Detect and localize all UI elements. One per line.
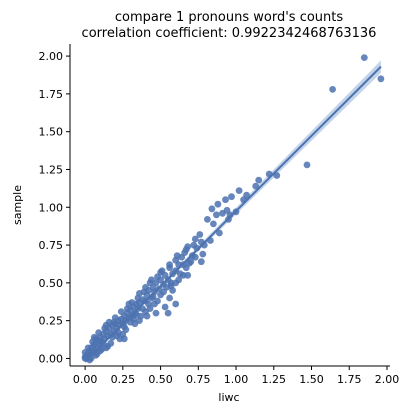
x-tick-label: 0.25 bbox=[111, 373, 136, 386]
data-point bbox=[219, 209, 226, 217]
y-tick-label: 1.25 bbox=[39, 163, 64, 176]
data-point bbox=[163, 284, 171, 291]
data-point bbox=[169, 287, 177, 294]
data-point bbox=[210, 220, 217, 228]
x-tick-label: 1.25 bbox=[262, 373, 287, 386]
y-tick-label: 0.50 bbox=[39, 277, 64, 290]
plot-area bbox=[81, 54, 385, 364]
data-point bbox=[176, 270, 184, 278]
data-point bbox=[182, 246, 190, 254]
chart-title-line-1: compare 1 pronouns word's counts bbox=[115, 10, 344, 25]
data-point bbox=[185, 259, 193, 267]
y-tick-label: 0.75 bbox=[39, 239, 64, 252]
x-tick-label: 0.50 bbox=[148, 373, 173, 386]
data-point bbox=[222, 196, 229, 204]
data-point bbox=[134, 294, 142, 302]
data-point bbox=[164, 309, 172, 317]
data-point bbox=[158, 267, 166, 275]
y-tick-label: 0.00 bbox=[39, 352, 64, 365]
data-point bbox=[360, 54, 368, 61]
data-point bbox=[102, 344, 110, 352]
data-point bbox=[102, 321, 110, 329]
y-axis-ticks: 0.00 0.25 0.50 0.75 1.00 1.25 1.50 1.75 2.00 bbox=[39, 50, 70, 365]
x-tick-label: 0.00 bbox=[73, 373, 98, 386]
y-tick-label: 1.75 bbox=[39, 88, 64, 101]
data-point bbox=[235, 187, 243, 195]
y-tick-label: 1.50 bbox=[39, 126, 64, 139]
data-point bbox=[214, 200, 222, 208]
scatter-points bbox=[81, 54, 385, 364]
data-point bbox=[152, 309, 160, 317]
data-point bbox=[172, 279, 180, 287]
data-point bbox=[377, 75, 385, 83]
data-point bbox=[95, 329, 103, 337]
data-point bbox=[204, 216, 211, 223]
data-point bbox=[161, 303, 169, 311]
data-point bbox=[117, 308, 125, 315]
data-point bbox=[216, 229, 223, 237]
data-point bbox=[255, 176, 263, 184]
data-point bbox=[191, 235, 199, 243]
y-axis-label: sample bbox=[11, 185, 24, 225]
x-tick-label: 0.75 bbox=[186, 373, 211, 386]
data-point bbox=[89, 338, 96, 346]
data-point bbox=[197, 258, 205, 266]
y-tick-label: 2.00 bbox=[39, 50, 64, 63]
x-tick-label: 1.00 bbox=[224, 373, 249, 386]
data-point bbox=[273, 172, 281, 179]
data-point bbox=[196, 231, 204, 238]
x-tick-label: 1.75 bbox=[337, 373, 362, 386]
data-point bbox=[143, 312, 151, 320]
chart-title-line-2: correlation coefficient: 0.9922342468763… bbox=[82, 26, 377, 41]
data-point bbox=[329, 86, 336, 93]
data-point bbox=[213, 211, 220, 219]
data-point bbox=[146, 279, 154, 287]
x-tick-label: 1.50 bbox=[299, 373, 324, 386]
data-point bbox=[120, 335, 128, 343]
data-point bbox=[228, 193, 235, 201]
data-point bbox=[191, 253, 199, 261]
x-axis-label: liwc bbox=[218, 391, 239, 404]
data-point bbox=[124, 305, 131, 312]
data-point bbox=[136, 317, 143, 324]
data-point bbox=[146, 305, 154, 312]
y-tick-label: 1.00 bbox=[39, 201, 64, 214]
data-point bbox=[107, 339, 115, 347]
data-point bbox=[166, 294, 174, 302]
data-point bbox=[199, 250, 207, 258]
data-point bbox=[128, 299, 136, 306]
data-point bbox=[151, 300, 158, 308]
data-point bbox=[166, 261, 174, 269]
x-axis-ticks: 0.00 0.25 0.50 0.75 1.00 1.25 1.50 1.75 2.00 bbox=[73, 366, 399, 386]
data-point bbox=[81, 349, 89, 356]
data-point bbox=[110, 318, 118, 326]
data-point bbox=[184, 271, 192, 279]
x-tick-label: 2.00 bbox=[375, 373, 400, 386]
y-tick-label: 0.25 bbox=[39, 315, 64, 328]
data-point bbox=[172, 300, 180, 308]
data-point bbox=[208, 205, 216, 213]
data-point bbox=[154, 273, 161, 281]
data-point bbox=[252, 182, 260, 190]
data-point bbox=[173, 252, 181, 259]
regression-line bbox=[84, 65, 382, 363]
data-point bbox=[140, 288, 148, 296]
data-point bbox=[303, 161, 311, 169]
